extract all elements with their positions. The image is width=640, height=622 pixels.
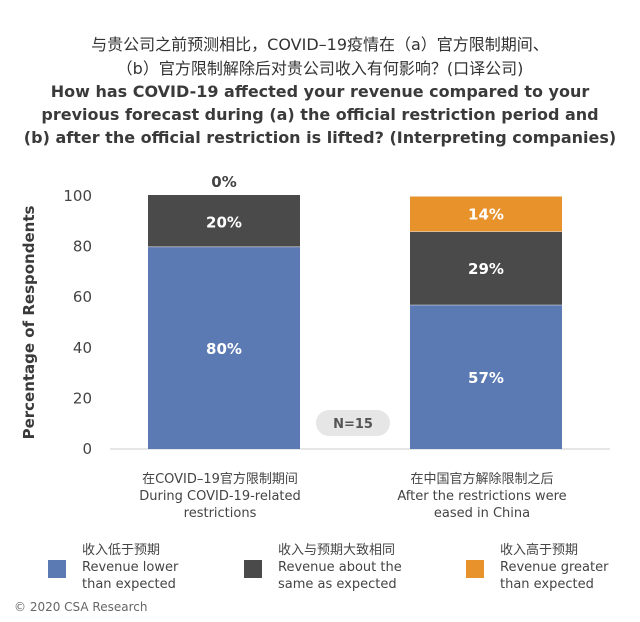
- x-category-label: 在中国官方解除限制之后: [410, 471, 553, 487]
- title-en-line: previous forecast during (a) the officia…: [41, 105, 599, 124]
- title-en-line: How has COVID-19 affected your revenue c…: [50, 82, 590, 101]
- x-category-label: restrictions: [184, 506, 257, 521]
- x-category-label: During COVID-19-related: [139, 489, 301, 504]
- title-en-line: (b) after the official restriction is li…: [23, 128, 617, 147]
- copyright: © 2020 CSA Research: [14, 600, 148, 614]
- data-label: 80%: [206, 340, 242, 358]
- legend-label-lower: 收入低于预期 Revenue lower than expected: [82, 543, 179, 592]
- y-tick-label: 20: [73, 389, 92, 407]
- x-category-label: After the restrictions were: [397, 489, 566, 504]
- x-category-label: 在COVID–19官方限制期间: [142, 471, 298, 487]
- data-label: 57%: [468, 369, 504, 387]
- y-tick-label: 80: [73, 238, 92, 256]
- x-category-label: eased in China: [434, 506, 530, 521]
- y-axis-label: Percentage of Respondents: [20, 206, 38, 440]
- bar-segment: [148, 196, 300, 247]
- data-label: 20%: [206, 213, 242, 231]
- data-label: 0%: [211, 173, 236, 191]
- legend-swatch-same: [244, 560, 262, 578]
- y-tick-label: 40: [73, 339, 92, 357]
- legend-label-same: 收入与预期大致相同 Revenue about the same as expe…: [278, 543, 402, 592]
- chart-title-english: How has COVID-19 affected your revenue c…: [0, 80, 640, 149]
- chart-title-chinese: 与贵公司之前预测相比，COVID–19疫情在（a）官方限制期间、 （b）官方限制…: [0, 33, 640, 81]
- title-zh-line: 与贵公司之前预测相比，COVID–19疫情在（a）官方限制期间、: [91, 35, 549, 54]
- sample-size-badge: [316, 410, 390, 436]
- y-tick-label: 0: [82, 440, 92, 458]
- data-label: 14%: [468, 206, 504, 224]
- bar-segment: [410, 231, 562, 305]
- data-label: 29%: [468, 260, 504, 278]
- title-zh-line: （b）官方限制解除后对贵公司收入有何影响？(口译公司): [116, 59, 524, 78]
- y-tick-label: 60: [73, 288, 92, 306]
- legend-swatch-greater: [466, 560, 484, 578]
- y-tick-label: 100: [63, 187, 92, 205]
- legend-swatch-lower: [48, 560, 66, 578]
- legend-label-greater: 收入高于预期 Revenue greater than expected: [500, 543, 609, 592]
- stacked-bar-chart: Percentage of Respondents 0 20 40 60 80 100 80%…: [20, 173, 610, 521]
- bar-segment: [148, 246, 300, 449]
- bar-segment: [410, 304, 562, 449]
- sample-size-label: N=15: [333, 417, 373, 432]
- bar-segment: [410, 196, 562, 232]
